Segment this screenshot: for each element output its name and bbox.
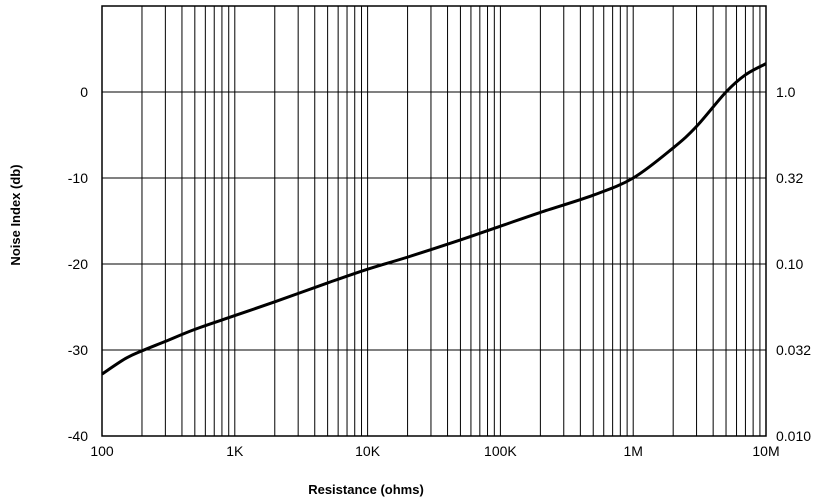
y2-tick-labels: 1.0 0.32 0.10 0.032 0.010 bbox=[776, 84, 811, 444]
x-axis-label: Resistance (ohms) bbox=[308, 482, 424, 497]
y2-tick-label: 0.10 bbox=[776, 256, 803, 272]
y-tick-label: -30 bbox=[68, 342, 88, 358]
x-tick-label: 100K bbox=[484, 443, 517, 459]
x-tick-label: 1K bbox=[226, 443, 244, 459]
y-tick-label: -40 bbox=[68, 428, 88, 444]
y2-tick-label: 0.32 bbox=[776, 170, 803, 186]
y-axis-label: Noise Index (db) bbox=[8, 164, 23, 265]
y-tick-label: 0 bbox=[80, 84, 88, 100]
y2-tick-label: 0.032 bbox=[776, 342, 811, 358]
y-tick-label: -20 bbox=[68, 256, 88, 272]
y-tick-label: -10 bbox=[68, 170, 88, 186]
y-tick-labels: 0 -10 -20 -30 -40 bbox=[68, 84, 88, 444]
y2-tick-label: 0.010 bbox=[776, 428, 811, 444]
x-tick-labels: 100 1K 10K 100K 1M 10M bbox=[90, 443, 779, 459]
horizontal-gridlines bbox=[102, 91, 766, 437]
x-tick-label: 100 bbox=[90, 443, 114, 459]
series-line-noise-index bbox=[101, 62, 767, 376]
plot-frame bbox=[101, 5, 767, 437]
vertical-gridlines bbox=[141, 6, 761, 436]
x-tick-label: 10M bbox=[752, 443, 779, 459]
y2-tick-label: 1.0 bbox=[776, 84, 796, 100]
x-tick-label: 10K bbox=[355, 443, 381, 459]
x-tick-label: 1M bbox=[623, 443, 642, 459]
